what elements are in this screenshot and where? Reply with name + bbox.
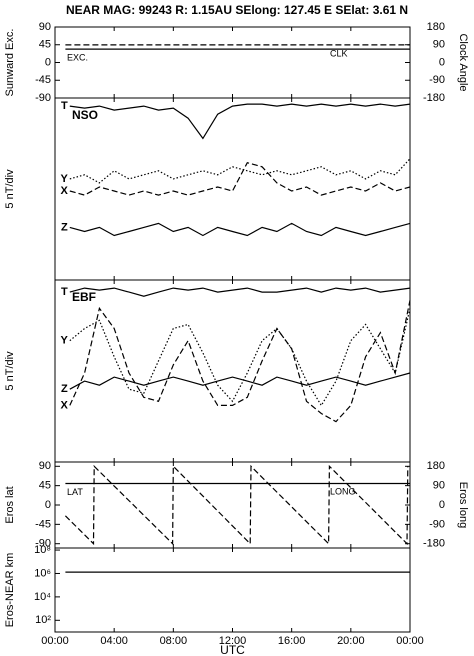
y2-tick-label: -180: [423, 538, 445, 550]
y-tick-label: -90: [35, 92, 51, 104]
y-axis-label: 5 nT/div: [4, 351, 16, 391]
series-label: LAT: [67, 487, 83, 497]
x-tick-label: 20:00: [337, 635, 365, 647]
y2-tick-label: 0: [439, 56, 445, 68]
y2-tick-label: 90: [433, 39, 445, 51]
y-tick-label: 45: [39, 39, 51, 51]
x-tick-label: 00:00: [396, 635, 424, 647]
y2-tick-label: -180: [423, 92, 445, 104]
y2-tick-label: 0: [439, 499, 445, 511]
data-line: [69, 161, 411, 196]
y-tick-label: -90: [35, 538, 51, 550]
y-tick-label: -45: [35, 518, 51, 530]
series-label: T: [61, 100, 68, 112]
data-line: [69, 308, 411, 407]
series-label: Z: [61, 221, 68, 233]
series-label: Y: [60, 335, 68, 347]
x-tick-label: 16:00: [278, 635, 306, 647]
y2-tick-label: 180: [427, 21, 445, 33]
y-tick-label: 0: [45, 499, 51, 511]
x-axis-label: UTC: [220, 643, 245, 656]
data-line: [69, 287, 411, 297]
data-line: [69, 300, 411, 423]
x-tick-label: 12:00: [219, 635, 247, 647]
series-label: CLK: [330, 48, 348, 58]
x-tick-label: 04:00: [100, 635, 128, 647]
series-label: T: [61, 286, 68, 298]
panel-frame: [54, 461, 411, 549]
series-label: Z: [61, 383, 68, 395]
data-line: [69, 158, 411, 184]
y2-tick-label: 180: [427, 460, 445, 472]
y-tick-label: 90: [39, 21, 51, 33]
y-tick-label: 10⁴: [34, 591, 51, 603]
series-label: X: [60, 185, 68, 197]
y-axis-label: Sunward Exc.: [4, 29, 16, 97]
panel-frame: [54, 547, 411, 633]
data-line: [69, 222, 411, 237]
series-label: LONG: [330, 486, 356, 496]
y-axis-label: 5 nT/div: [4, 169, 16, 209]
y2-tick-label: -90: [429, 74, 445, 86]
panel-frame: [54, 279, 411, 463]
x-tick-label: 08:00: [160, 635, 188, 647]
y2-axis-label: Eros long: [457, 482, 469, 528]
series-label: Y: [60, 173, 68, 185]
panel-frame: [54, 26, 411, 99]
y-tick-label: 10²: [35, 614, 51, 626]
y-tick-label: -45: [35, 74, 51, 86]
y-tick-label: 10⁸: [34, 544, 51, 556]
y-axis-label: Eros lat: [4, 486, 16, 523]
panel-label: EBF: [72, 290, 96, 304]
y2-axis-label: Clock Angle: [457, 33, 469, 91]
chart-title: NEAR MAG: 99243 R: 1.15AU SElong: 127.45…: [66, 3, 408, 17]
y2-tick-label: 90: [433, 480, 445, 492]
y-tick-label: 45: [39, 480, 51, 492]
y-axis-label: Eros-NEAR km: [4, 553, 16, 628]
data-line: [69, 103, 411, 140]
y2-tick-label: -90: [429, 518, 445, 530]
data-line: [69, 372, 411, 390]
series-label: X: [60, 399, 68, 411]
y-tick-label: 90: [39, 460, 51, 472]
series-label: EXC.: [67, 52, 88, 62]
y-tick-label: 0: [45, 56, 51, 68]
panel-label: NSO: [72, 108, 98, 122]
x-tick-label: 00:00: [41, 635, 69, 647]
y-tick-label: 10⁶: [34, 567, 51, 579]
data-line: [64, 464, 409, 546]
